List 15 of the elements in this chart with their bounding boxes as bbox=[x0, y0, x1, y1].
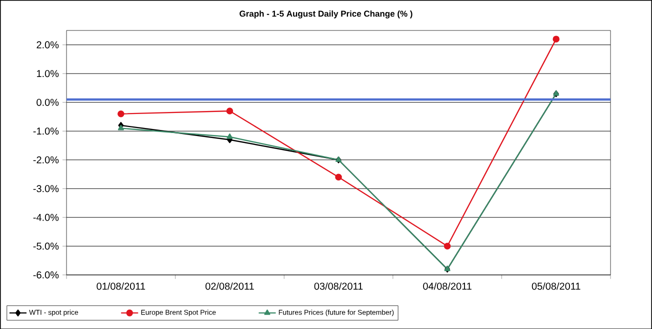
y-tick-label: -6.0% bbox=[33, 271, 59, 278]
y-tick-label: -1.0% bbox=[33, 127, 59, 134]
y-tick-label: 2.0% bbox=[36, 41, 59, 48]
x-tick-label: 05/08/2011 bbox=[532, 282, 580, 290]
y-tick-label: -2.0% bbox=[33, 156, 59, 164]
x-tick-label: 02/08/2011 bbox=[206, 282, 254, 290]
y-tick-label: 1.0% bbox=[37, 70, 59, 77]
chart-title: Graph - 1-5 August Daily Price Change (% ) bbox=[240, 10, 412, 18]
x-tick-label: 03/08/2011 bbox=[314, 282, 363, 290]
y-tick-label: -4.0% bbox=[33, 214, 59, 221]
x-tick-label: 04/08/2011 bbox=[423, 282, 472, 290]
x-tick-label: 01/08/2011 bbox=[96, 282, 146, 290]
y-tick-label: 0.0% bbox=[36, 98, 59, 106]
y-tick-label: -3.0% bbox=[33, 184, 59, 192]
y-tick-label: -5.0% bbox=[33, 242, 59, 250]
